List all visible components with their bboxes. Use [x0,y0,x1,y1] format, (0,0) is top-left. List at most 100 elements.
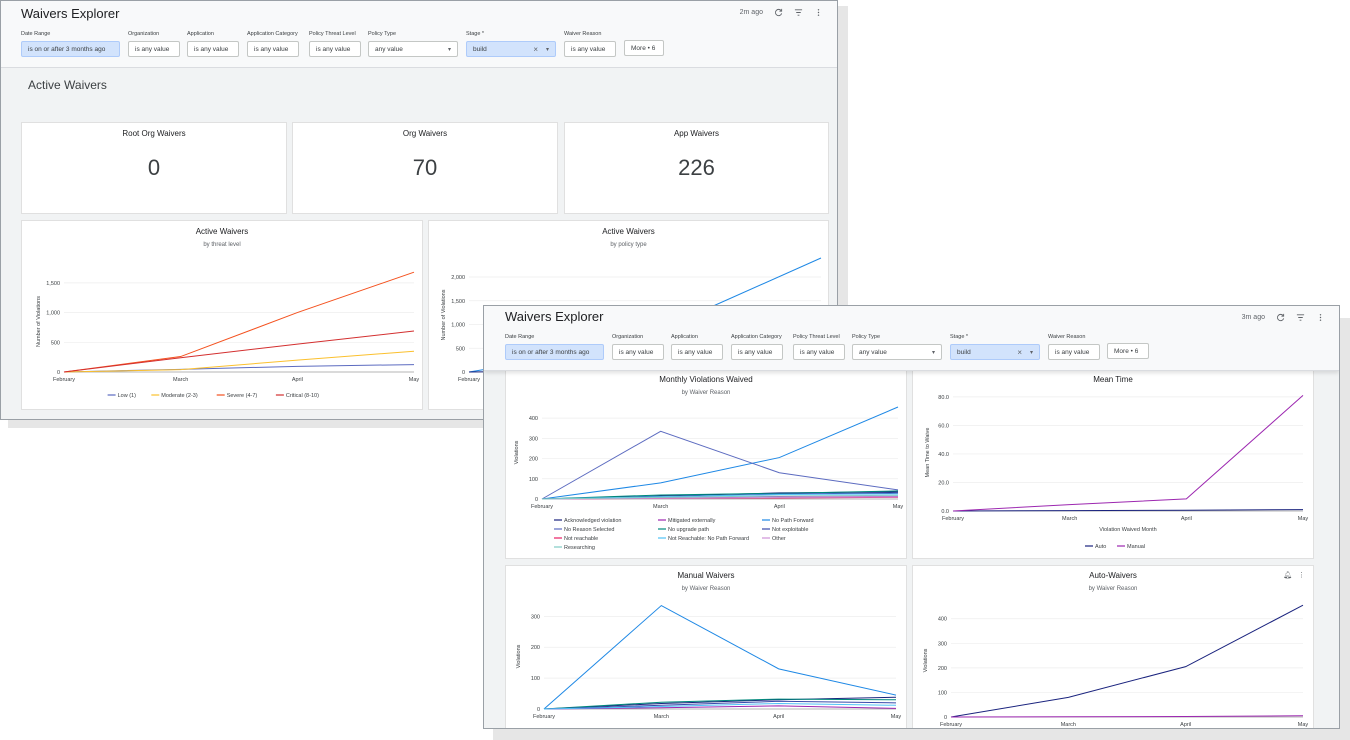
legend-label: Manual [1127,544,1145,550]
legend-label: Severe (4-7) [227,393,258,399]
chart-card-monthly: Monthly Violations Waived by Waiver Reas… [505,369,907,559]
application-category-field[interactable]: is any value [247,41,299,57]
y-tick-label: 300 [938,641,947,647]
legend-label: Researching [564,545,595,551]
kpi-value: 226 [678,155,715,180]
more-filters-button[interactable]: More • 6 [1107,343,1149,359]
waiver-reason-field[interactable]: is any value [564,41,616,57]
x-tick-label: April [292,377,303,383]
chart-title: Mean Time [1093,375,1133,384]
more-filters-button[interactable]: More • 6 [624,40,664,56]
filter-policy-threat-level: Policy Threat Level is any value [793,334,845,360]
policy-type-select[interactable]: any value ▾ [852,344,942,360]
chart-title: Manual Waivers [677,571,735,580]
clear-icon[interactable]: × [1017,347,1022,357]
dropdown-arrow-icon: ▾ [931,349,935,356]
filter-waiver-reason: Waiver Reason is any value [564,31,616,57]
series-line [950,715,1304,718]
filter-application-category: Application Category is any value [247,31,299,57]
organization-field[interactable]: is any value [612,344,664,360]
application-field[interactable]: is any value [671,344,723,360]
more-vert-icon[interactable] [1315,312,1325,322]
kpi-value: 70 [412,155,438,180]
series-line [541,490,899,500]
y-axis-label: Violations [514,440,520,464]
filter-stage: Stage * build × ▾ [950,334,1040,360]
y-axis-label: Mean Time to Waive [925,428,931,478]
organization-field[interactable]: is any value [128,41,180,57]
chart-title: Auto-Waivers [1089,571,1137,580]
filter-stage: Stage * build × ▾ [466,31,556,57]
filter-application: Application is any value [671,334,723,360]
chart-subtitle: by Waiver Reason [681,586,731,592]
x-axis-label: Violation Waived Month [1099,527,1156,533]
application-field[interactable]: is any value [187,41,239,57]
x-tick-label: April [773,714,784,720]
series-line [63,330,415,373]
stage-select[interactable]: build × ▾ [466,41,556,57]
more-vert-icon[interactable]: ⋮ [1298,572,1305,579]
series-line [63,350,415,373]
stage-select[interactable]: build × ▾ [950,344,1040,360]
x-tick-label: April [1180,722,1191,728]
chart-card-manual: Manual Waivers by Waiver Reason 0 100 200 3… [505,565,907,728]
section-title: Active Waivers [28,78,107,92]
chart-subtitle: by threat level [203,242,241,248]
application-category-field[interactable]: is any value [731,344,783,360]
more-vert-icon[interactable] [813,7,823,17]
kpi-card-root-org: Root Org Waivers 0 [21,122,287,214]
kpi-value: 0 [147,155,161,180]
series-line [952,395,1304,512]
filter-more: More • 6 [1107,343,1149,359]
refresh-time: 3m ago [1241,313,1265,321]
series-line [543,698,897,710]
refresh-icon[interactable] [773,7,783,17]
waiver-reason-field[interactable]: is any value [1048,344,1100,360]
clear-icon[interactable]: × [533,44,538,54]
policy-type-select[interactable]: any value ▾ [368,41,458,57]
x-tick-label: February [458,377,480,383]
chart-title: Monthly Violations Waived [659,375,753,384]
filter-icon[interactable] [1295,312,1305,322]
x-tick-label: May [1298,516,1309,522]
x-tick-label: April [774,504,785,510]
bell-icon[interactable]: 🔔︎ [1283,572,1292,579]
chart-title: Active Waivers [195,227,249,236]
filter-icon[interactable] [793,7,803,17]
date-range-field[interactable]: is on or after 3 months ago [505,344,604,360]
x-tick-label: February [942,516,964,522]
chart-subtitle: by policy type [610,242,647,248]
filter-policy-type: Policy Type any value ▾ [368,31,458,57]
threat-level-chart: 0 500 1,000 1,500 February March April May Numbe… [36,271,419,399]
series-line [63,271,415,373]
y-tick-label: 200 [529,457,538,463]
header-actions: 3m ago [1242,312,1325,322]
series-line [950,604,1304,718]
refresh-icon[interactable] [1275,312,1285,322]
policy-threat-level-field[interactable]: is any value [309,41,361,57]
y-tick-label: 0 [537,707,540,713]
x-tick-label: April [1181,516,1192,522]
x-tick-label: March [654,714,669,720]
filter-date-range: Date Range is on or after 3 months ago [21,31,120,57]
series-line [543,705,897,710]
kpi-card-org: Org Waivers 70 [292,122,558,214]
legend-label: Not exploitable [772,527,808,533]
x-tick-label: May [893,504,904,510]
auto-waivers-chart: 0 100 200 300 400 February March April May Violat… [923,604,1308,728]
x-tick-label: March [1061,722,1076,728]
policy-threat-level-field[interactable]: is any value [793,344,845,360]
mean-time-chart: 0.0 20.0 40.0 60.0 80.0 February March April May… [925,395,1309,550]
x-tick-label: February [531,504,553,510]
kpi-label: Root Org Waivers [122,129,186,138]
date-range-field[interactable]: is on or after 3 months ago [21,41,120,57]
y-tick-label: 0 [462,370,465,376]
y-tick-label: 300 [529,436,538,442]
x-tick-label: February [533,714,555,720]
y-tick-label: 1,000 [46,311,60,317]
manual-waivers-chart: 0 100 200 300 February March April May Violation… [516,604,901,720]
y-tick-label: 200 [938,666,947,672]
y-tick-label: 1,500 [451,299,465,305]
series-line [541,406,899,500]
dropdown-arrow-icon: ▾ [447,46,451,53]
